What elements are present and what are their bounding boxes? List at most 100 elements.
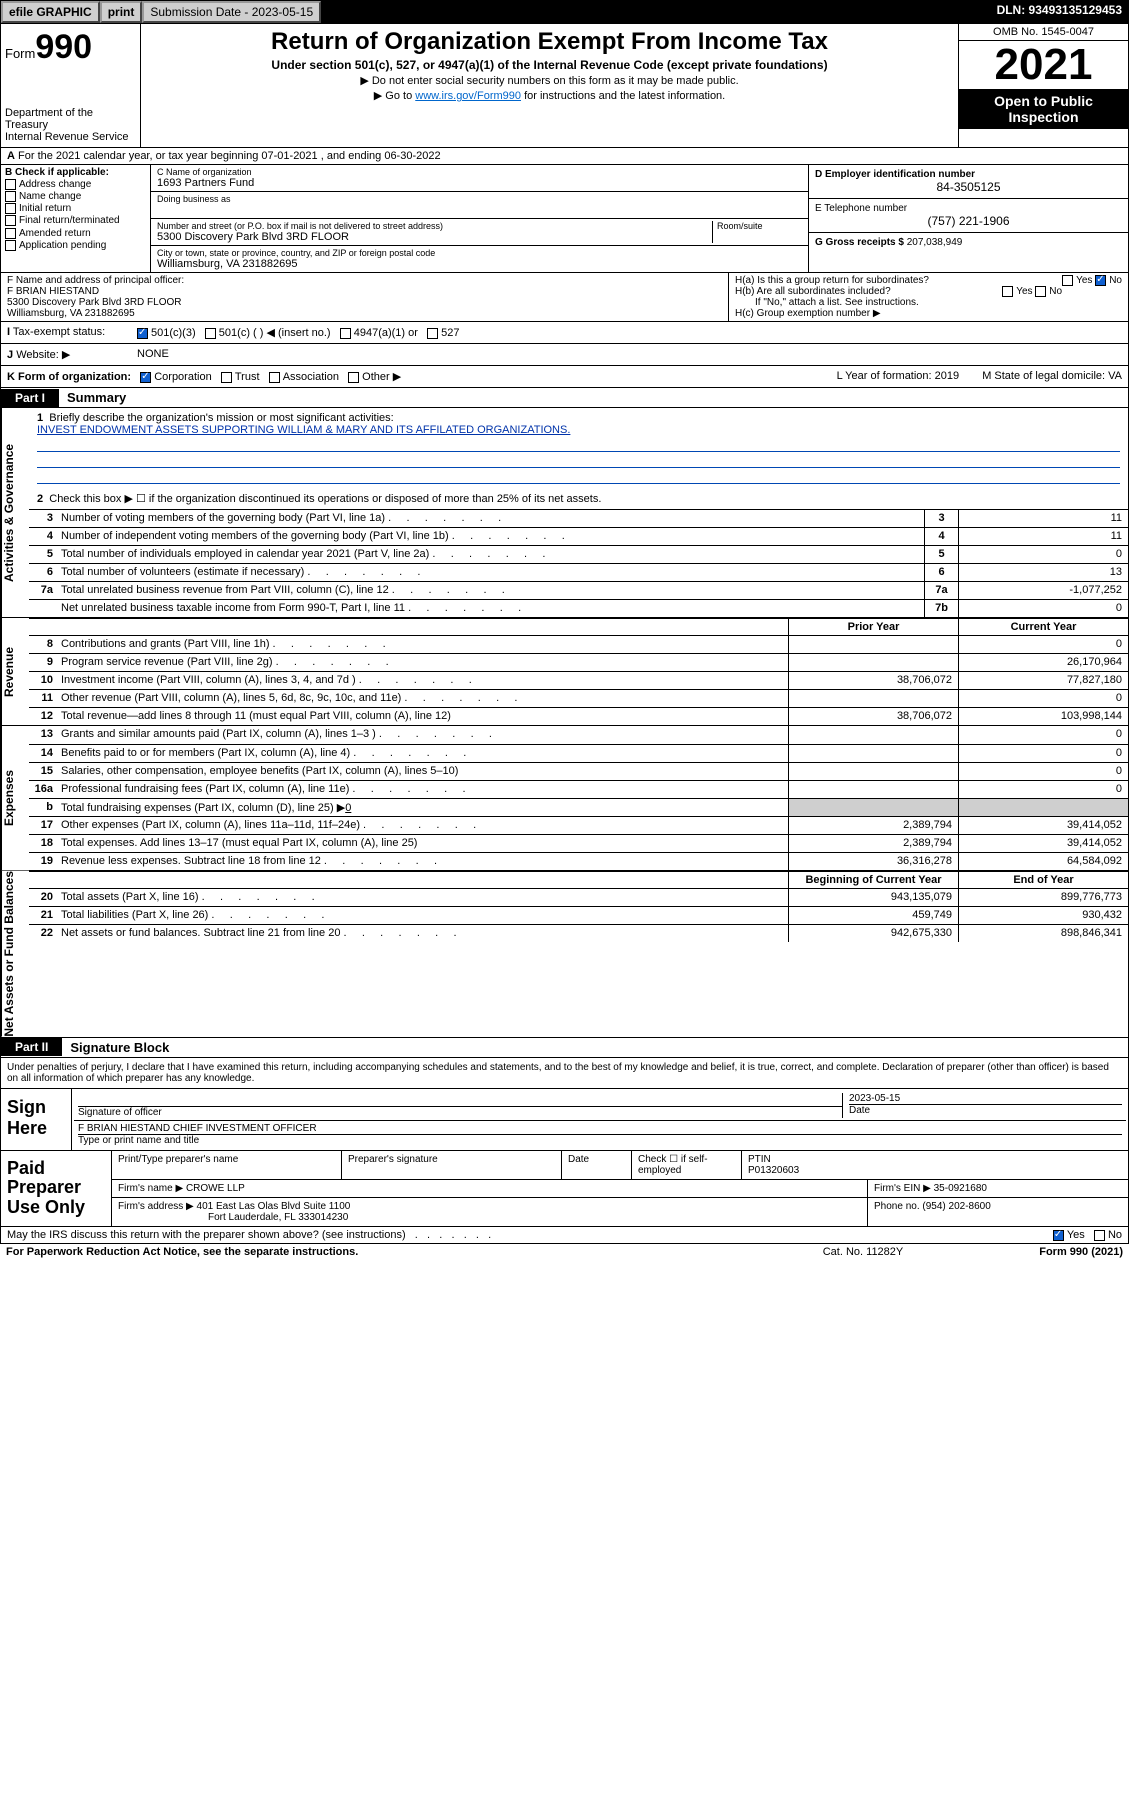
c-city-cell: City or town, state or province, country… xyxy=(151,246,808,272)
d-value: 84-3505125 xyxy=(815,180,1122,194)
paid-h4: Check ☐ if self-employed xyxy=(632,1151,742,1179)
form-990: 990 xyxy=(35,28,92,66)
l1-value: INVEST ENDOWMENT ASSETS SUPPORTING WILLI… xyxy=(37,424,570,436)
line-16a: 16aProfessional fundraising fees (Part I… xyxy=(29,780,1128,798)
f-name: F BRIAN HIESTAND xyxy=(7,286,722,297)
f-cell: F Name and address of principal officer:… xyxy=(1,273,728,321)
j-value: NONE xyxy=(131,344,1128,365)
chk-address[interactable]: Address change xyxy=(5,179,146,190)
c-dba-label: Doing business as xyxy=(157,194,802,204)
c-city-label: City or town, state or province, country… xyxy=(157,248,802,258)
h-cell: H(a) Is this a group return for subordin… xyxy=(728,273,1128,321)
line-22: 22Net assets or fund balances. Subtract … xyxy=(29,924,1128,942)
col-c: C Name of organization 1693 Partners Fun… xyxy=(151,165,808,272)
hdr-prior: Prior Year xyxy=(788,619,958,635)
f-label: F Name and address of principal officer: xyxy=(7,275,722,286)
ein-value: 35-0921680 xyxy=(934,1183,987,1194)
c-addr-label: Number and street (or P.O. box if mail i… xyxy=(157,221,712,231)
sig-name-label: Type or print name and title xyxy=(78,1135,1122,1146)
side-revenue: Revenue xyxy=(1,618,29,725)
efile-label: efile GRAPHIC xyxy=(1,1,100,23)
e-label: E Telephone number xyxy=(815,203,1122,214)
tax-year: 2021 xyxy=(959,41,1128,89)
firm-addr-label: Firm's address ▶ xyxy=(118,1201,194,1212)
m-state: M State of legal domicile: VA xyxy=(982,370,1122,382)
header-mid: Return of Organization Exempt From Incom… xyxy=(141,24,958,147)
line-21: 21Total liabilities (Part X, line 26)459… xyxy=(29,906,1128,924)
line-13: 13Grants and similar amounts paid (Part … xyxy=(29,726,1128,744)
part-ii-header: Part II Signature Block xyxy=(0,1038,1129,1058)
foot-meta: For Paperwork Reduction Act Notice, see … xyxy=(0,1244,1129,1260)
line-16b: bTotal fundraising expenses (Part IX, co… xyxy=(29,798,1128,816)
paid-h5: PTINP01320603 xyxy=(742,1151,1128,1179)
submission-date: Submission Date - 2023-05-15 xyxy=(142,1,321,23)
c-name-value: 1693 Partners Fund xyxy=(157,177,802,189)
dept-treasury: Department of the Treasury xyxy=(5,107,136,131)
i-label: Tax-exempt status: xyxy=(13,326,105,338)
c-addr-cell: Number and street (or P.O. box if mail i… xyxy=(151,219,808,246)
paid-h3: Date xyxy=(562,1151,632,1179)
e-value: (757) 221-1906 xyxy=(815,214,1122,228)
top-bar: efile GRAPHIC print Submission Date - 20… xyxy=(0,0,1129,24)
line-19: 19Revenue less expenses. Subtract line 1… xyxy=(29,852,1128,870)
paid-preparer-block: Paid Preparer Use Only Print/Type prepar… xyxy=(0,1151,1129,1227)
block-f-h: F Name and address of principal officer:… xyxy=(0,272,1129,322)
c-name-cell: C Name of organization 1693 Partners Fun… xyxy=(151,165,808,192)
topbar-spacer xyxy=(321,1,990,23)
foot-cat: Cat. No. 11282Y xyxy=(763,1246,963,1258)
chk-initial[interactable]: Initial return xyxy=(5,203,146,214)
form-header: Form990 Department of the Treasury Inter… xyxy=(0,24,1129,148)
g-label: G Gross receipts $ xyxy=(815,237,904,248)
line-18: 18Total expenses. Add lines 13–17 (must … xyxy=(29,834,1128,852)
col-deg: D Employer identification number 84-3505… xyxy=(808,165,1128,272)
l2-text: Check this box ▶ ☐ if the organization d… xyxy=(49,493,601,505)
section-revenue: Revenue Prior Year Current Year 8Contrib… xyxy=(0,618,1129,726)
side-expenses: Expenses xyxy=(1,726,29,870)
sig-declaration: Under penalties of perjury, I declare th… xyxy=(0,1058,1129,1089)
part-ii-tab: Part II xyxy=(1,1038,62,1056)
d-cell: D Employer identification number 84-3505… xyxy=(809,165,1128,199)
foot-q: May the IRS discuss this return with the… xyxy=(7,1229,406,1241)
ein-label: Firm's EIN ▶ xyxy=(874,1183,931,1194)
line-15: 15Salaries, other compensation, employee… xyxy=(29,762,1128,780)
h-b: H(b) Are all subordinates included? Yes … xyxy=(735,286,1122,297)
chk-name[interactable]: Name change xyxy=(5,191,146,202)
block-b-g: B Check if applicable: Address change Na… xyxy=(0,165,1129,272)
paid-label: Paid Preparer Use Only xyxy=(1,1151,111,1226)
print-button[interactable]: print xyxy=(100,1,143,23)
line-7b: Net unrelated business taxable income fr… xyxy=(29,599,1128,617)
hdr-end: End of Year xyxy=(958,872,1128,888)
form-prefix: Form xyxy=(5,46,35,61)
line-20: 20Total assets (Part X, line 16)943,135,… xyxy=(29,888,1128,906)
open-to-public: Open to Public Inspection xyxy=(959,89,1128,129)
sig-officer-label: Signature of officer xyxy=(78,1107,842,1118)
goto-pre: Go to xyxy=(385,90,415,102)
h-a: H(a) Is this a group return for subordin… xyxy=(735,275,1122,286)
k-label: K Form of organization: xyxy=(7,371,131,383)
d-label: D Employer identification number xyxy=(815,169,1122,180)
c-dba-cell: Doing business as xyxy=(151,192,808,219)
paid-row-3: Firm's address ▶ 401 East Las Olas Blvd … xyxy=(112,1198,1128,1226)
irs-link[interactable]: www.irs.gov/Form990 xyxy=(415,90,521,102)
chk-final[interactable]: Final return/terminated xyxy=(5,215,146,226)
line-2: 2 Check this box ▶ ☐ if the organization… xyxy=(29,488,1128,509)
part-i-title: Summary xyxy=(59,388,134,407)
firm-addr2: Fort Lauderdale, FL 333014230 xyxy=(118,1212,348,1223)
form-title: Return of Organization Exempt From Incom… xyxy=(149,28,950,56)
firm-name: CROWE LLP xyxy=(186,1183,245,1194)
b-header: B Check if applicable: xyxy=(5,167,146,178)
paid-h1: Print/Type preparer's name xyxy=(112,1151,342,1179)
dln-label: DLN: 93493135129453 xyxy=(991,1,1128,23)
chk-pending[interactable]: Application pending xyxy=(5,240,146,251)
part-i-tab: Part I xyxy=(1,389,59,407)
c-name-label: C Name of organization xyxy=(157,167,802,177)
row-a-text: For the 2021 calendar year, or tax year … xyxy=(18,150,441,162)
chk-amended[interactable]: Amended return xyxy=(5,228,146,239)
side-netassets: Net Assets or Fund Balances xyxy=(1,871,29,1037)
c-addr-value: 5300 Discovery Park Blvd 3RD FLOOR xyxy=(157,231,712,243)
line-10: 10Investment income (Part VIII, column (… xyxy=(29,671,1128,689)
sig-date-label: Date xyxy=(849,1105,1122,1116)
c-room-label: Room/suite xyxy=(717,221,802,231)
hdr-curr: Current Year xyxy=(958,619,1128,635)
phone-value: (954) 202-8600 xyxy=(922,1201,990,1212)
